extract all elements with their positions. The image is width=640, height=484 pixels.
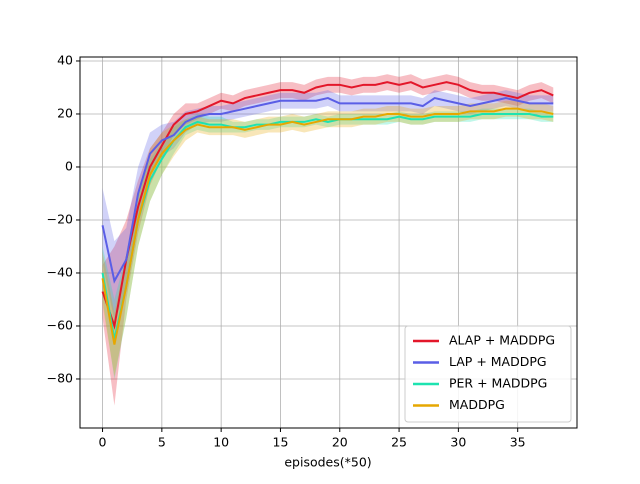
y-tick-label: −60 (47, 317, 73, 332)
line (101, 107, 554, 345)
y-tick-label: 0 (65, 158, 73, 173)
y-tick-label: 40 (57, 52, 73, 67)
x-tick-label: 20 (332, 435, 348, 450)
plot-frame (79, 56, 578, 429)
x-tick-label: 25 (391, 435, 407, 450)
x-tick-label: 0 (99, 435, 107, 450)
x-tick-label: 5 (158, 435, 166, 450)
y-tick-label: −20 (47, 211, 73, 226)
legend-label: PER + MADDPG (449, 376, 547, 391)
x-tick-label: 10 (213, 435, 229, 450)
y-tick-label: −80 (47, 370, 73, 385)
x-tick-label: 35 (510, 435, 526, 450)
legend-label: ALAP + MADDPG (449, 333, 555, 348)
line (101, 81, 554, 330)
line (101, 97, 554, 284)
y-tick-label: 20 (57, 105, 73, 120)
x-tick-label: 30 (450, 435, 466, 450)
line (101, 112, 554, 340)
legend-box (404, 325, 572, 423)
legend-label: MADDPG (449, 397, 505, 412)
x-axis-label: episodes(*50) (284, 455, 371, 470)
y-tick-label: −40 (47, 264, 73, 279)
x-tick-label: 15 (273, 435, 289, 450)
legend-label: LAP + MADDPG (449, 354, 547, 369)
